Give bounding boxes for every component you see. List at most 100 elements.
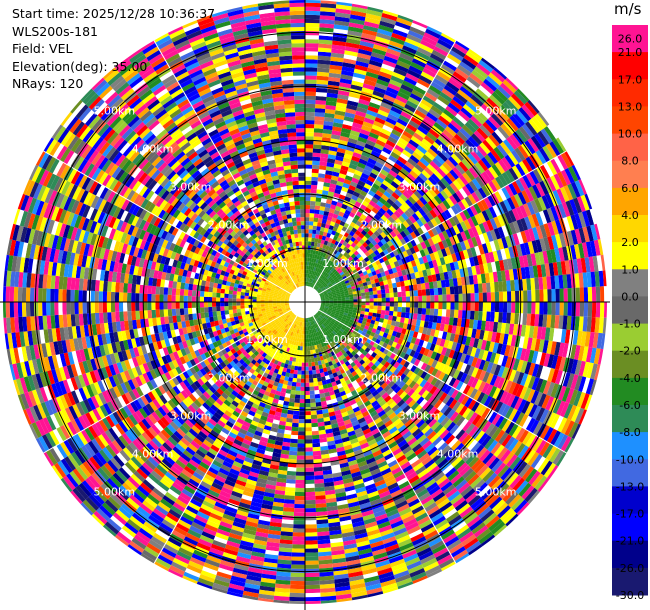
velocity-gate	[450, 153, 462, 164]
velocity-gate	[371, 239, 378, 246]
velocity-gate	[401, 179, 411, 188]
velocity-gate	[312, 279, 315, 284]
velocity-gate	[318, 284, 323, 288]
velocity-gate	[296, 382, 301, 387]
velocity-gate	[305, 508, 316, 513]
velocity-gate	[394, 144, 405, 153]
velocity-gate	[331, 48, 345, 55]
velocity-gate	[374, 237, 381, 244]
velocity-gate	[305, 479, 315, 485]
velocity-gate	[514, 279, 520, 291]
velocity-gate	[285, 487, 296, 492]
velocity-gate	[326, 250, 331, 256]
velocity-gate	[365, 245, 371, 252]
velocity-gate	[380, 16, 397, 25]
velocity-gate	[326, 162, 335, 168]
velocity-gate	[317, 288, 321, 292]
velocity-gate	[448, 49, 464, 62]
velocity-gate	[441, 287, 447, 295]
velocity-gate	[362, 220, 369, 227]
velocity-gate	[290, 580, 305, 586]
velocity-gate	[371, 182, 380, 191]
velocity-gate	[305, 576, 320, 582]
velocity-gate	[341, 66, 355, 73]
velocity-gate	[311, 180, 318, 186]
velocity-gate	[318, 35, 333, 41]
velocity-gate	[326, 199, 333, 205]
velocity-gate	[319, 161, 328, 167]
velocity-gate	[326, 92, 338, 99]
velocity-gate	[416, 313, 422, 321]
velocity-gate	[396, 60, 411, 70]
velocity-gate	[424, 115, 436, 126]
velocity-gate	[377, 302, 382, 306]
velocity-gate	[498, 291, 504, 302]
velocity-gate	[331, 175, 339, 181]
velocity-gate	[305, 390, 310, 396]
velocity-gate	[305, 217, 310, 222]
velocity-gate	[301, 374, 305, 379]
velocity-gate	[567, 302, 572, 316]
velocity-gate	[378, 217, 386, 225]
velocity-gate	[498, 281, 503, 292]
velocity-gate	[462, 104, 476, 116]
velocity-gate	[340, 165, 349, 172]
velocity-gate	[333, 235, 339, 241]
velocity-gate	[305, 378, 310, 383]
velocity-gate	[342, 262, 348, 267]
velocity-gate	[308, 269, 311, 274]
velocity-gate	[503, 120, 516, 134]
velocity-gate	[511, 291, 516, 302]
velocity-gate	[315, 250, 319, 256]
velocity-gate	[551, 288, 556, 302]
velocity-gate	[317, 55, 331, 61]
velocity-gate	[493, 67, 508, 80]
velocity-gate	[308, 237, 312, 242]
velocity-gate	[458, 302, 463, 311]
velocity-gate	[354, 230, 361, 236]
velocity-gate	[311, 361, 316, 367]
velocity-gate	[324, 108, 336, 115]
velocity-gate	[348, 22, 364, 29]
velocity-gate	[314, 479, 324, 484]
velocity-gate	[379, 132, 390, 140]
velocity-gate	[325, 104, 336, 111]
velocity-gate	[316, 511, 328, 517]
velocity-gate	[364, 207, 372, 214]
velocity-gate	[316, 268, 320, 273]
velocity-gate	[420, 71, 435, 82]
velocity-gate	[312, 262, 316, 267]
velocity-gate	[443, 174, 453, 185]
velocity-gate	[441, 88, 455, 100]
velocity-gate	[459, 86, 473, 98]
velocity-gate	[579, 287, 585, 302]
velocity-gate	[342, 256, 348, 262]
velocity-gate	[505, 98, 519, 113]
velocity-gate	[332, 36, 347, 43]
velocity-gate	[344, 237, 351, 244]
velocity-gate	[439, 132, 452, 143]
velocity-gate	[346, 171, 355, 178]
velocity-gate	[349, 304, 354, 308]
velocity-gate	[485, 119, 498, 132]
velocity-gate	[475, 88, 489, 101]
velocity-gate	[376, 32, 392, 41]
velocity-gate	[299, 403, 305, 408]
velocity-gate	[305, 136, 314, 141]
velocity-gate	[352, 122, 363, 129]
velocity-gate	[345, 108, 357, 115]
velocity-gate	[293, 520, 305, 525]
velocity-gate	[322, 252, 327, 258]
velocity-gate	[310, 184, 318, 190]
velocity-gate	[367, 105, 379, 114]
velocity-gate	[358, 193, 366, 201]
velocity-gate	[305, 552, 319, 557]
velocity-gate	[305, 148, 313, 153]
velocity-gate	[519, 290, 524, 302]
velocity-gate	[352, 233, 359, 240]
velocity-gate	[470, 293, 475, 302]
velocity-gate	[325, 220, 332, 226]
velocity-gate	[305, 398, 311, 404]
velocity-gate	[381, 306, 386, 311]
velocity-gate	[453, 285, 459, 295]
